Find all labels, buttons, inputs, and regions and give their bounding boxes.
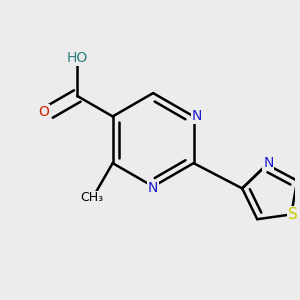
Text: N: N: [191, 110, 202, 123]
Text: HO: HO: [67, 51, 88, 65]
Text: CH₃: CH₃: [80, 191, 103, 204]
Text: S: S: [288, 207, 298, 222]
Text: N: N: [263, 156, 274, 170]
Text: N: N: [148, 181, 158, 195]
Text: O: O: [38, 105, 49, 119]
